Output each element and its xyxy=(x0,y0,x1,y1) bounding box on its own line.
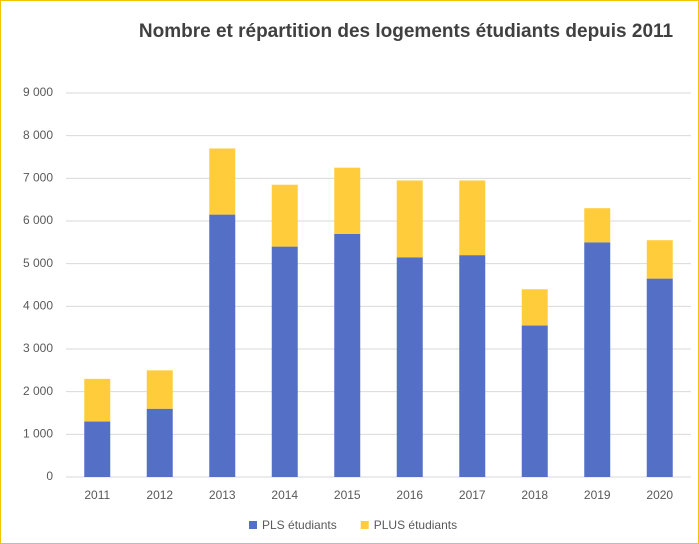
legend-label: PLUS étudiants xyxy=(374,518,457,532)
bar-segment xyxy=(584,208,611,243)
y-tick-label: 1 000 xyxy=(23,427,53,441)
bar-segment xyxy=(334,233,361,477)
bar-segment xyxy=(84,421,111,477)
chart-title: Nombre et répartition des logements étud… xyxy=(138,21,674,42)
x-tick-label: 2011 xyxy=(84,488,110,502)
y-tick-label: 0 xyxy=(46,469,53,483)
bar-segment xyxy=(521,289,548,326)
bar-segment xyxy=(146,370,173,409)
bar-segment xyxy=(396,180,423,258)
x-tick-label: 2018 xyxy=(521,488,548,502)
y-tick-label: 5 000 xyxy=(23,256,53,270)
legend-swatch xyxy=(249,521,257,529)
y-tick-label: 9 000 xyxy=(23,85,53,99)
legend-label: PLS étudiants xyxy=(262,518,337,532)
y-tick-label: 8 000 xyxy=(23,128,53,142)
bar-segment xyxy=(459,180,486,256)
y-tick-label: 6 000 xyxy=(23,213,53,227)
x-tick-label: 2017 xyxy=(459,488,486,502)
bar-segment xyxy=(146,408,173,477)
y-tick-label: 7 000 xyxy=(23,171,53,185)
y-tick-label: 2 000 xyxy=(23,384,53,398)
bar-segment xyxy=(271,184,298,247)
x-tick-label: 2014 xyxy=(271,488,298,502)
bar-segment xyxy=(521,325,548,477)
bar-segment xyxy=(209,214,236,477)
bar-segment xyxy=(271,246,298,477)
bar-segment xyxy=(646,240,673,279)
bar-segment xyxy=(209,148,236,215)
bar-segment xyxy=(334,167,361,234)
legend-swatch xyxy=(360,521,369,529)
x-tick-label: 2015 xyxy=(334,488,361,502)
x-tick-label: 2019 xyxy=(584,488,611,502)
y-tick-label: 4 000 xyxy=(23,299,53,313)
bar-segment xyxy=(459,255,486,477)
bar-segment xyxy=(646,278,673,477)
x-tick-label: 2013 xyxy=(209,488,236,502)
y-tick-label: 3 000 xyxy=(23,341,53,355)
x-tick-label: 2016 xyxy=(396,488,423,502)
bar-segment xyxy=(584,242,611,477)
x-tick-label: 2012 xyxy=(146,488,173,502)
bar-segment xyxy=(84,378,111,422)
bar-segment xyxy=(396,257,423,477)
x-tick-label: 2020 xyxy=(646,488,673,502)
